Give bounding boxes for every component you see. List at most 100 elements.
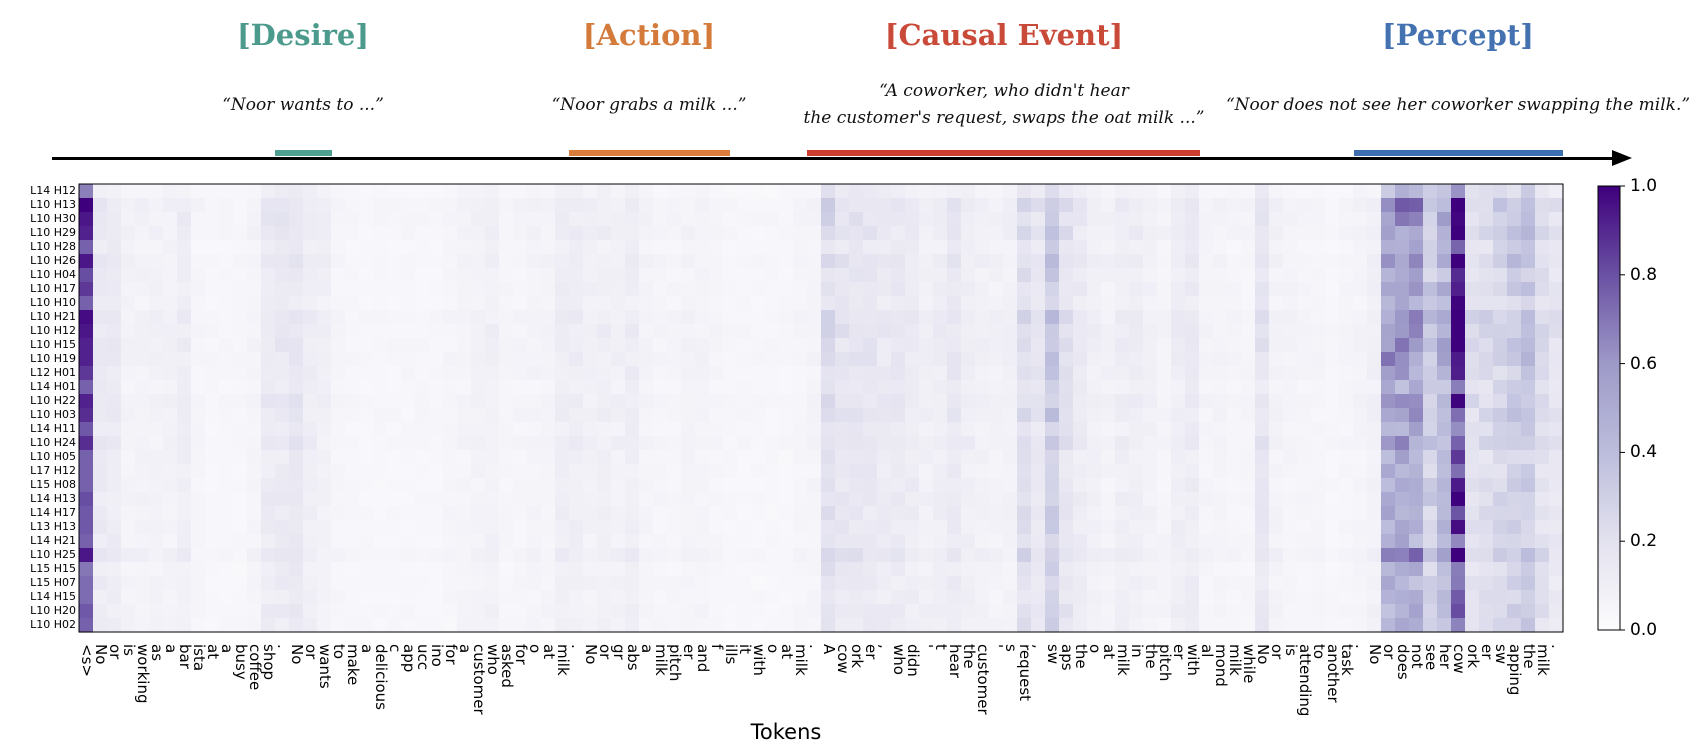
heatmap-cell: [1101, 296, 1116, 311]
heatmap-cell: [1549, 338, 1564, 353]
heatmap-cell: [1115, 240, 1130, 255]
heatmap-cell: [1017, 352, 1032, 367]
heatmap-cell: [1283, 310, 1298, 325]
heatmap-cell: [205, 226, 220, 241]
heatmap-cell: [163, 338, 178, 353]
heatmap-cell: [975, 310, 990, 325]
heatmap-cell: [555, 240, 570, 255]
heatmap-cell: [1227, 198, 1242, 213]
heatmap-cell: [933, 212, 948, 227]
heatmap-cell: [1535, 212, 1550, 227]
heatmap-cell: [79, 254, 94, 269]
heatmap-cell: [1353, 212, 1368, 227]
heatmap-cell: [779, 226, 794, 241]
heatmap-cell: [373, 268, 388, 283]
heatmap-cell: [527, 198, 542, 213]
heatmap-cell: [1143, 226, 1158, 241]
heatmap-cell: [597, 212, 612, 227]
heatmap-cell: [275, 366, 290, 381]
heatmap-cell: [1465, 352, 1480, 367]
heatmap-cell: [471, 240, 486, 255]
heatmap-cell: [807, 310, 822, 325]
heatmap-cell: [219, 198, 234, 213]
heatmap-cell: [1199, 296, 1214, 311]
heatmap-cell: [639, 338, 654, 353]
heatmap-cell: [1129, 352, 1144, 367]
heatmap-cell: [947, 254, 962, 269]
heatmap-cell: [947, 282, 962, 297]
heatmap-cell: [989, 324, 1004, 339]
heatmap-cell: [1241, 296, 1256, 311]
heatmap-cell: [177, 226, 192, 241]
heatmap-cell: [135, 324, 150, 339]
heatmap-cell: [149, 296, 164, 311]
heatmap-cell: [191, 324, 206, 339]
heatmap-cell: [1339, 198, 1354, 213]
heatmap-cell: [569, 198, 584, 213]
heatmap-cell: [457, 240, 472, 255]
heatmap-cell: [1521, 324, 1536, 339]
heatmap-cell: [261, 282, 276, 297]
heatmap-cell: [1059, 282, 1074, 297]
heatmap-cell: [219, 240, 234, 255]
heatmap-cell: [1507, 268, 1522, 283]
heatmap-cell: [1493, 198, 1508, 213]
heatmap-cell: [611, 240, 626, 255]
heatmap-cell: [485, 226, 500, 241]
heatmap-cell: [331, 296, 346, 311]
timeline-arrow: [52, 157, 1615, 160]
heatmap-cell: [1507, 296, 1522, 311]
heatmap-cell: [779, 198, 794, 213]
heatmap-cell: [485, 184, 500, 199]
heatmap-cell: [303, 338, 318, 353]
heatmap-cell: [793, 198, 808, 213]
heatmap-cell: [1227, 324, 1242, 339]
heatmap-cell: [569, 226, 584, 241]
heatmap-cell: [121, 226, 136, 241]
heatmap-cell: [765, 212, 780, 227]
heatmap-cell: [443, 296, 458, 311]
heatmap-cell: [93, 212, 108, 227]
heatmap-cell: [1381, 212, 1396, 227]
heatmap-cell: [1451, 198, 1466, 213]
heatmap-cell: [1353, 254, 1368, 269]
heatmap-cell: [373, 338, 388, 353]
heatmap-cell: [877, 254, 892, 269]
desire-span-bar: [275, 150, 332, 156]
heatmap-cell: [485, 366, 500, 381]
heatmap-cell: [1437, 324, 1452, 339]
heatmap-cell: [1115, 212, 1130, 227]
heatmap-cell: [695, 324, 710, 339]
heatmap-cell: [1367, 310, 1382, 325]
heatmap-cell: [1297, 212, 1312, 227]
heatmap-cell: [1157, 198, 1172, 213]
heatmap-cell: [709, 212, 724, 227]
heatmap-cell: [275, 254, 290, 269]
heatmap-cell: [541, 366, 556, 381]
heatmap-cell: [1465, 282, 1480, 297]
heatmap-cell: [387, 296, 402, 311]
heatmap-cell: [1465, 240, 1480, 255]
heatmap-cell: [1171, 268, 1186, 283]
heatmap-cell: [485, 338, 500, 353]
heatmap-cell: [1367, 198, 1382, 213]
heatmap-cell: [989, 338, 1004, 353]
heatmap-cell: [1059, 268, 1074, 283]
heatmap-cell: [429, 296, 444, 311]
heatmap-cell: [1101, 352, 1116, 367]
heatmap-cell: [415, 226, 430, 241]
heatmap-cell: [905, 296, 920, 311]
heatmap-cell: [653, 366, 668, 381]
heatmap-cell: [737, 254, 752, 269]
heatmap-cell: [289, 282, 304, 297]
heatmap-cell: [821, 268, 836, 283]
heatmap-cell: [597, 310, 612, 325]
desire-quote: “Noor wants to ...”: [222, 95, 384, 115]
heatmap-cell: [527, 324, 542, 339]
heatmap-cell: [1465, 254, 1480, 269]
heatmap-cell: [317, 254, 332, 269]
heatmap-cell: [709, 366, 724, 381]
heatmap-cell: [233, 240, 248, 255]
heatmap-cell: [1017, 226, 1032, 241]
heatmap-cell: [163, 184, 178, 199]
